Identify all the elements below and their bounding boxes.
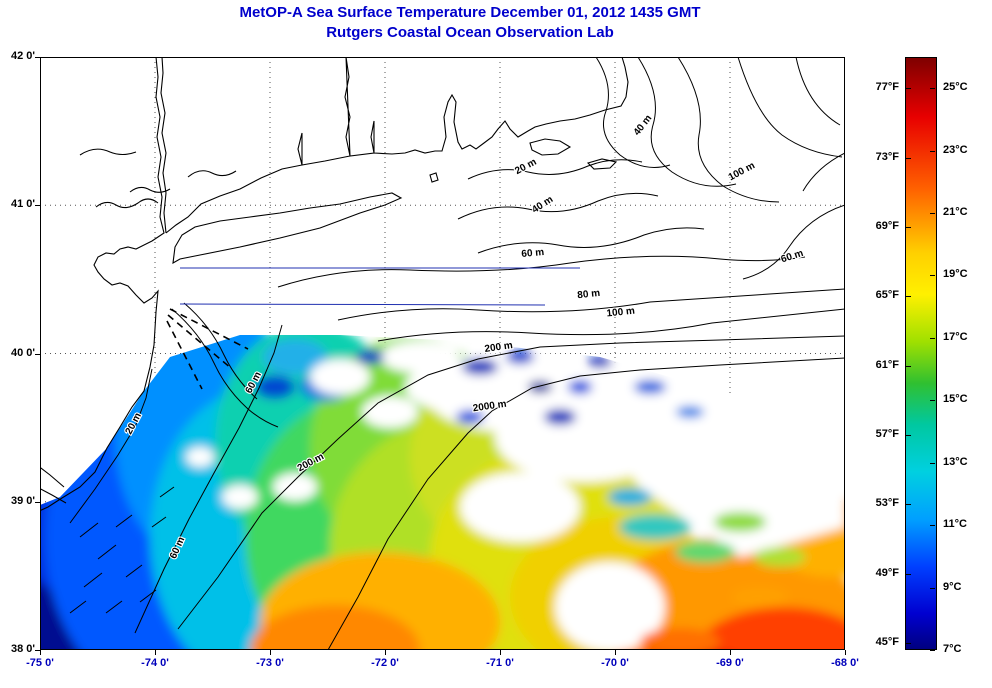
x-tick-label: -71 0' [486, 657, 514, 669]
colorbar-tick [906, 157, 911, 159]
colorbar-celsius-label: 9°C [943, 580, 962, 593]
x-tick-label: -72 0' [371, 657, 399, 669]
colorbar-tick [906, 504, 911, 506]
x-tick-mark [845, 650, 846, 655]
x-tick-mark [40, 650, 41, 655]
coastline [40, 57, 629, 512]
colorbar-tick [930, 88, 935, 90]
colorbar-celsius-label: 13°C [943, 455, 968, 468]
colorbar-tick [906, 88, 911, 90]
colorbar-fahrenheit-label: 57°F [875, 427, 899, 440]
colorbar-celsius-label: 21°C [943, 206, 968, 219]
contour-label: 100 m [606, 306, 635, 320]
contour-label: 80 m [577, 288, 601, 301]
colorbar-tick [906, 434, 911, 436]
colorbar-tick [930, 525, 935, 527]
x-tick-mark [269, 650, 271, 655]
contour-label: 200 m [484, 340, 514, 355]
y-tick-mark [35, 57, 40, 58]
contour-label: 100 m [727, 160, 757, 183]
y-tick-label: 42 0' [10, 50, 35, 62]
colorbar-celsius-label: 23°C [943, 143, 968, 156]
colorbar-tick [930, 150, 935, 152]
contour-label: 60 m [780, 248, 805, 266]
colorbar-tick [930, 650, 935, 651]
colorbar-tick [930, 400, 935, 402]
colorbar-fahrenheit-label: 53°F [875, 497, 899, 510]
colorbar-fahrenheit-label: 45°F [875, 636, 899, 649]
colorbar-fahrenheit-label: 77°F [875, 81, 899, 94]
colorbar-fahrenheit-label: 69°F [875, 219, 899, 232]
nantucket [586, 158, 618, 170]
x-tick-mark [155, 650, 157, 655]
southern-new-england-coast [165, 57, 629, 234]
colorbar-tick [930, 337, 935, 339]
colorbar-tick [930, 213, 935, 215]
y-tick-label: 40 0' [10, 346, 35, 359]
y-tick-mark [35, 501, 40, 503]
colorbar-tick [906, 573, 911, 575]
y-tick-label: 38 0' [10, 643, 35, 655]
x-tick-mark [615, 650, 616, 655]
colorbar [905, 57, 937, 650]
block-island [429, 172, 439, 183]
x-tick-label: -68 0' [831, 657, 859, 669]
marthas-vineyard [529, 138, 572, 156]
colorbar-tick [930, 275, 935, 277]
x-tick-mark [729, 650, 731, 655]
x-tick-label: -69 0' [716, 657, 744, 669]
y-tick-label: 39 0' [10, 494, 35, 507]
bathymetry-contours [69, 57, 845, 650]
colorbar-tick [906, 643, 911, 645]
y-tick-label: 41 0' [10, 198, 35, 211]
hudson-river [160, 57, 167, 234]
x-tick-mark [499, 650, 501, 655]
delaware-bay [40, 466, 67, 504]
colorbar-tick [930, 462, 935, 464]
colorbar-celsius-label: 7°C [943, 643, 962, 655]
x-tick-label: -75 0' [26, 657, 54, 669]
colorbar-tick [906, 365, 911, 367]
contour-label: 60 m [521, 247, 545, 260]
colorbar-celsius-label: 17°C [943, 330, 968, 343]
y-tick-mark [35, 353, 40, 355]
x-tick-mark [385, 650, 387, 655]
figure-subtitle: Rutgers Coastal Ocean Observation Lab [326, 24, 614, 41]
colorbar-celsius-label: 11°C [943, 518, 967, 531]
x-tick-label: -73 0' [256, 657, 284, 669]
axes-box [40, 57, 845, 650]
sst-field [40, 335, 845, 650]
figure-title: MetOP-A Sea Surface Temperature December… [239, 4, 701, 21]
colorbar-tick [930, 587, 935, 589]
x-tick-label: -74 0' [141, 657, 169, 669]
y-tick-mark [35, 205, 40, 207]
contour-label: 20 m [513, 157, 538, 177]
colorbar-celsius-label: 25°C [943, 81, 968, 94]
long-island [172, 192, 403, 265]
contour-label: 40 m [530, 194, 555, 216]
colorbar-celsius-label: 15°C [943, 393, 968, 406]
colorbar-tick [906, 296, 911, 298]
colorbar-fahrenheit-label: 61°F [875, 358, 899, 371]
colorbar-tick [906, 226, 911, 228]
transect-lines [179, 267, 580, 306]
y-tick-mark [35, 650, 40, 651]
dashed-survey-lines [166, 308, 249, 390]
colorbar-fahrenheit-label: 49°F [875, 566, 899, 579]
colorbar-fahrenheit-label: 65°F [875, 289, 899, 302]
x-tick-label: -70 0' [601, 657, 629, 669]
colorbar-fahrenheit-label: 73°F [875, 150, 899, 163]
colorbar-celsius-label: 19°C [943, 268, 968, 281]
title-block: MetOP-A Sea Surface Temperature December… [0, 4, 940, 42]
